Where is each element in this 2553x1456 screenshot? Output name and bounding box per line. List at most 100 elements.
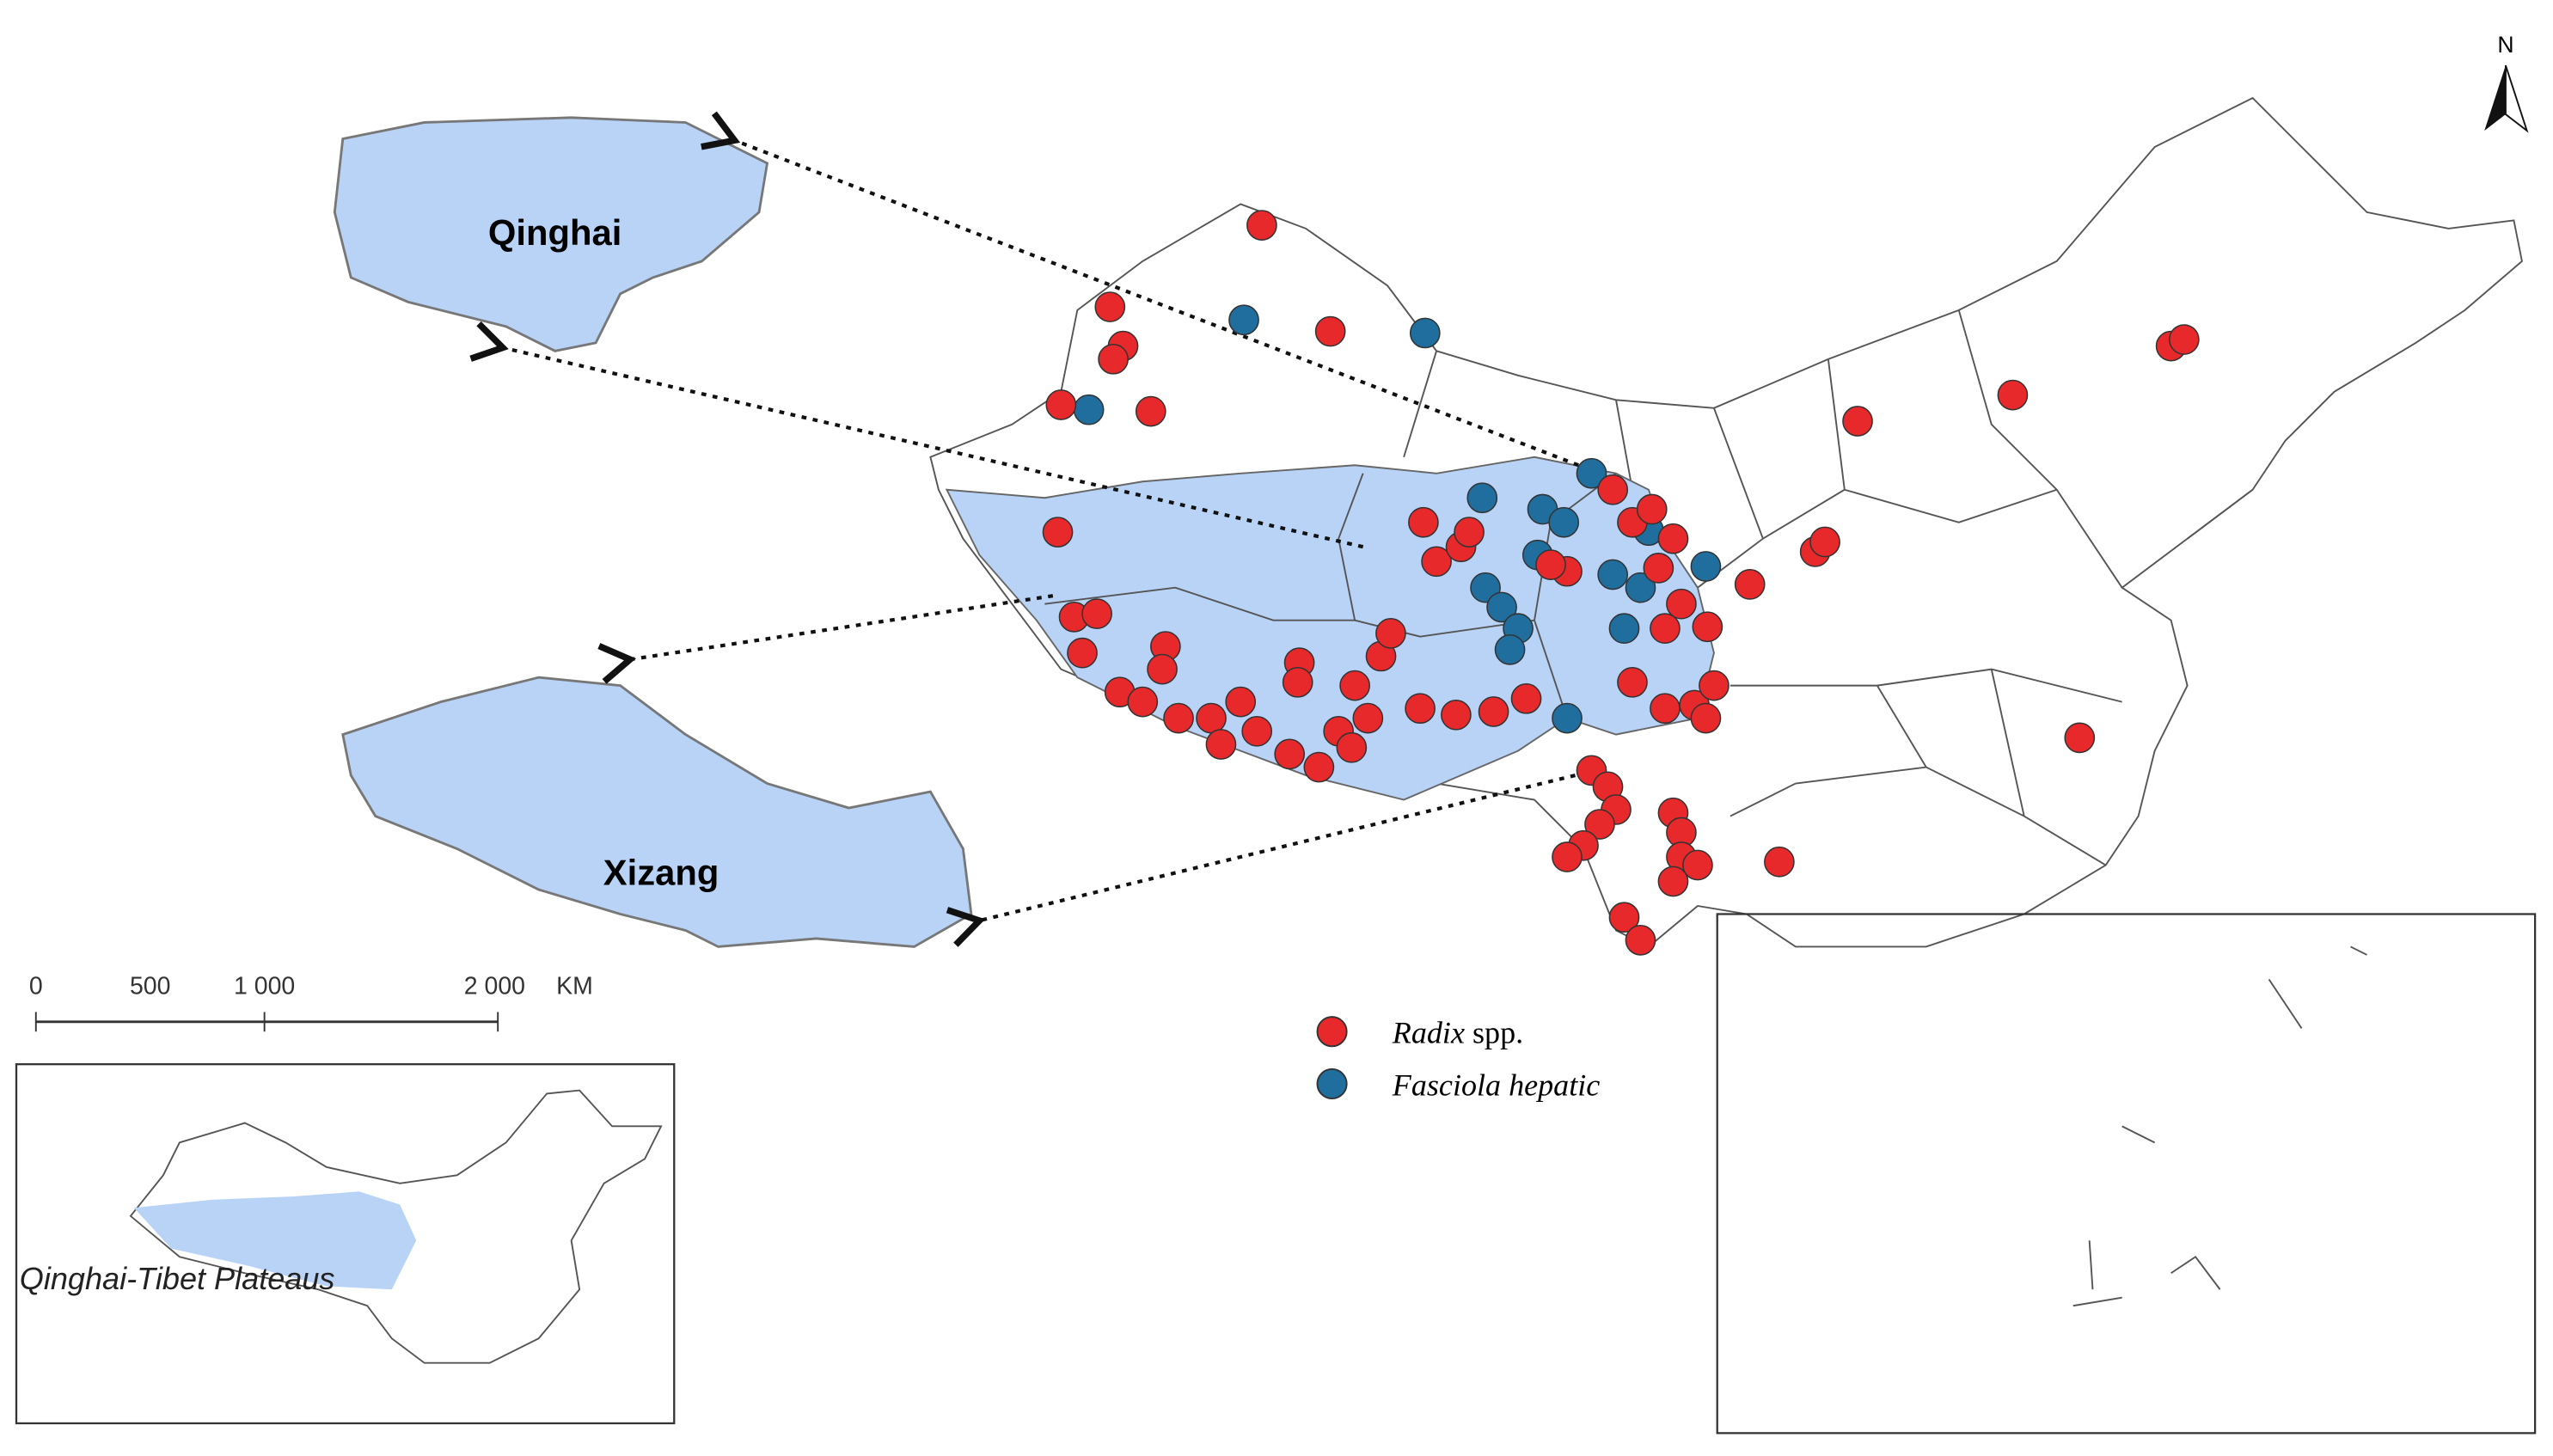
site-dot bbox=[1625, 572, 1656, 603]
site-dot bbox=[1576, 457, 1607, 489]
legend-marker bbox=[1316, 1016, 1348, 1048]
site-dot bbox=[1650, 613, 1681, 645]
arrow bbox=[469, 321, 1364, 549]
site-dot bbox=[1584, 809, 1615, 840]
legend-rest: spp. bbox=[1472, 1016, 1523, 1050]
inset-plateau bbox=[133, 1191, 417, 1290]
site-dot bbox=[1764, 846, 1795, 878]
scale-label: 500 bbox=[130, 973, 171, 1000]
site-dot bbox=[1466, 482, 1498, 514]
site-dot bbox=[1636, 493, 1668, 525]
site-dot bbox=[1073, 394, 1105, 425]
site-dot bbox=[1336, 731, 1368, 763]
site-dot bbox=[1494, 633, 1526, 665]
site-dot bbox=[1699, 670, 1730, 701]
country-outline bbox=[929, 96, 2523, 948]
arrow bbox=[597, 594, 1054, 684]
site-dot bbox=[1303, 751, 1335, 783]
site-dot bbox=[1067, 637, 1098, 669]
site-dot bbox=[1094, 291, 1126, 322]
site-dot bbox=[1997, 379, 2029, 411]
plateau-region bbox=[945, 456, 1715, 801]
scale-label: 2 000 bbox=[464, 973, 525, 1000]
site-dot bbox=[1608, 613, 1640, 645]
inset-country bbox=[129, 1089, 663, 1364]
site-dot bbox=[1196, 702, 1227, 734]
site-dot bbox=[1405, 693, 1436, 725]
site-dot bbox=[1098, 343, 1129, 375]
site-dot bbox=[1454, 517, 1485, 548]
site-dot bbox=[1535, 549, 1566, 580]
site-dot bbox=[1552, 841, 1583, 872]
site-dot bbox=[1045, 389, 1077, 420]
site-dot bbox=[2064, 722, 2096, 754]
site-dot bbox=[1314, 315, 1346, 347]
site-dot bbox=[1657, 523, 1689, 554]
site-dot bbox=[1081, 598, 1112, 629]
scale-label: 0 bbox=[29, 973, 43, 1000]
site-dot bbox=[1552, 702, 1583, 734]
site-dot bbox=[1690, 702, 1722, 734]
site-dot bbox=[1597, 559, 1629, 590]
site-dot bbox=[1650, 693, 1681, 725]
site-dot bbox=[1734, 569, 1766, 600]
site-dot bbox=[1441, 699, 1472, 731]
arrow bbox=[701, 111, 1601, 475]
sites bbox=[1042, 210, 2200, 956]
site-dot bbox=[1147, 653, 1178, 685]
scale-unit: KM bbox=[556, 973, 593, 1000]
site-dot bbox=[1692, 611, 1723, 643]
site-dot bbox=[1478, 696, 1509, 727]
site-dot bbox=[1657, 866, 1689, 897]
site-dot bbox=[1608, 902, 1640, 933]
site-dot bbox=[1809, 526, 1840, 558]
north-label: N bbox=[2497, 32, 2513, 58]
site-dot bbox=[1228, 304, 1259, 336]
site-dot bbox=[1666, 588, 1697, 620]
site-dot bbox=[1225, 686, 1257, 718]
legend-label: Fasciola hepatic bbox=[1392, 1068, 1600, 1102]
site-dot bbox=[1274, 738, 1306, 770]
north-arrow bbox=[2484, 65, 2506, 131]
site-dot bbox=[1617, 666, 1648, 698]
site-dot bbox=[1375, 618, 1406, 649]
scale-label: 1 000 bbox=[234, 973, 295, 1000]
site-dot bbox=[1163, 702, 1194, 734]
site-dot bbox=[1548, 506, 1580, 538]
province-borders bbox=[1403, 309, 2254, 866]
legend-marker bbox=[1316, 1068, 1348, 1100]
legend-genus: Radix bbox=[1392, 1016, 1465, 1050]
site-dot bbox=[2168, 324, 2200, 355]
site-dot bbox=[1282, 666, 1313, 698]
site-dot bbox=[1643, 553, 1674, 584]
site-dot bbox=[1408, 506, 1439, 538]
site-dot bbox=[1510, 682, 1542, 714]
site-dot bbox=[1421, 546, 1452, 578]
site-dot bbox=[1352, 702, 1384, 734]
site-dot bbox=[1842, 406, 1873, 437]
site-dot bbox=[1486, 591, 1517, 623]
islands-frame bbox=[1716, 913, 2537, 1435]
site-dot bbox=[1339, 670, 1371, 701]
inset-label: Qinghai-Tibet Plateaus bbox=[20, 1261, 335, 1296]
site-dot bbox=[1241, 715, 1273, 747]
region-label: Xizang bbox=[603, 852, 719, 892]
arrow bbox=[946, 774, 1576, 947]
site-dot bbox=[1135, 395, 1166, 427]
province-borders bbox=[1044, 473, 1617, 719]
site-dot bbox=[1246, 210, 1277, 241]
site-dot bbox=[1690, 551, 1722, 582]
inset-frame bbox=[15, 1063, 676, 1425]
site-dot bbox=[1409, 317, 1441, 349]
legend-label: Radix spp. bbox=[1392, 1016, 1523, 1050]
north-arrow bbox=[2504, 64, 2529, 133]
qinghai-shape bbox=[333, 116, 769, 352]
site-dot bbox=[1682, 849, 1713, 881]
xizang-shape bbox=[341, 676, 973, 948]
site-dot bbox=[1205, 729, 1237, 760]
site-dot bbox=[1625, 925, 1656, 956]
south-china-sea bbox=[2072, 945, 2367, 1307]
site-dot bbox=[1597, 474, 1629, 505]
region-label: Qinghai bbox=[488, 212, 621, 253]
